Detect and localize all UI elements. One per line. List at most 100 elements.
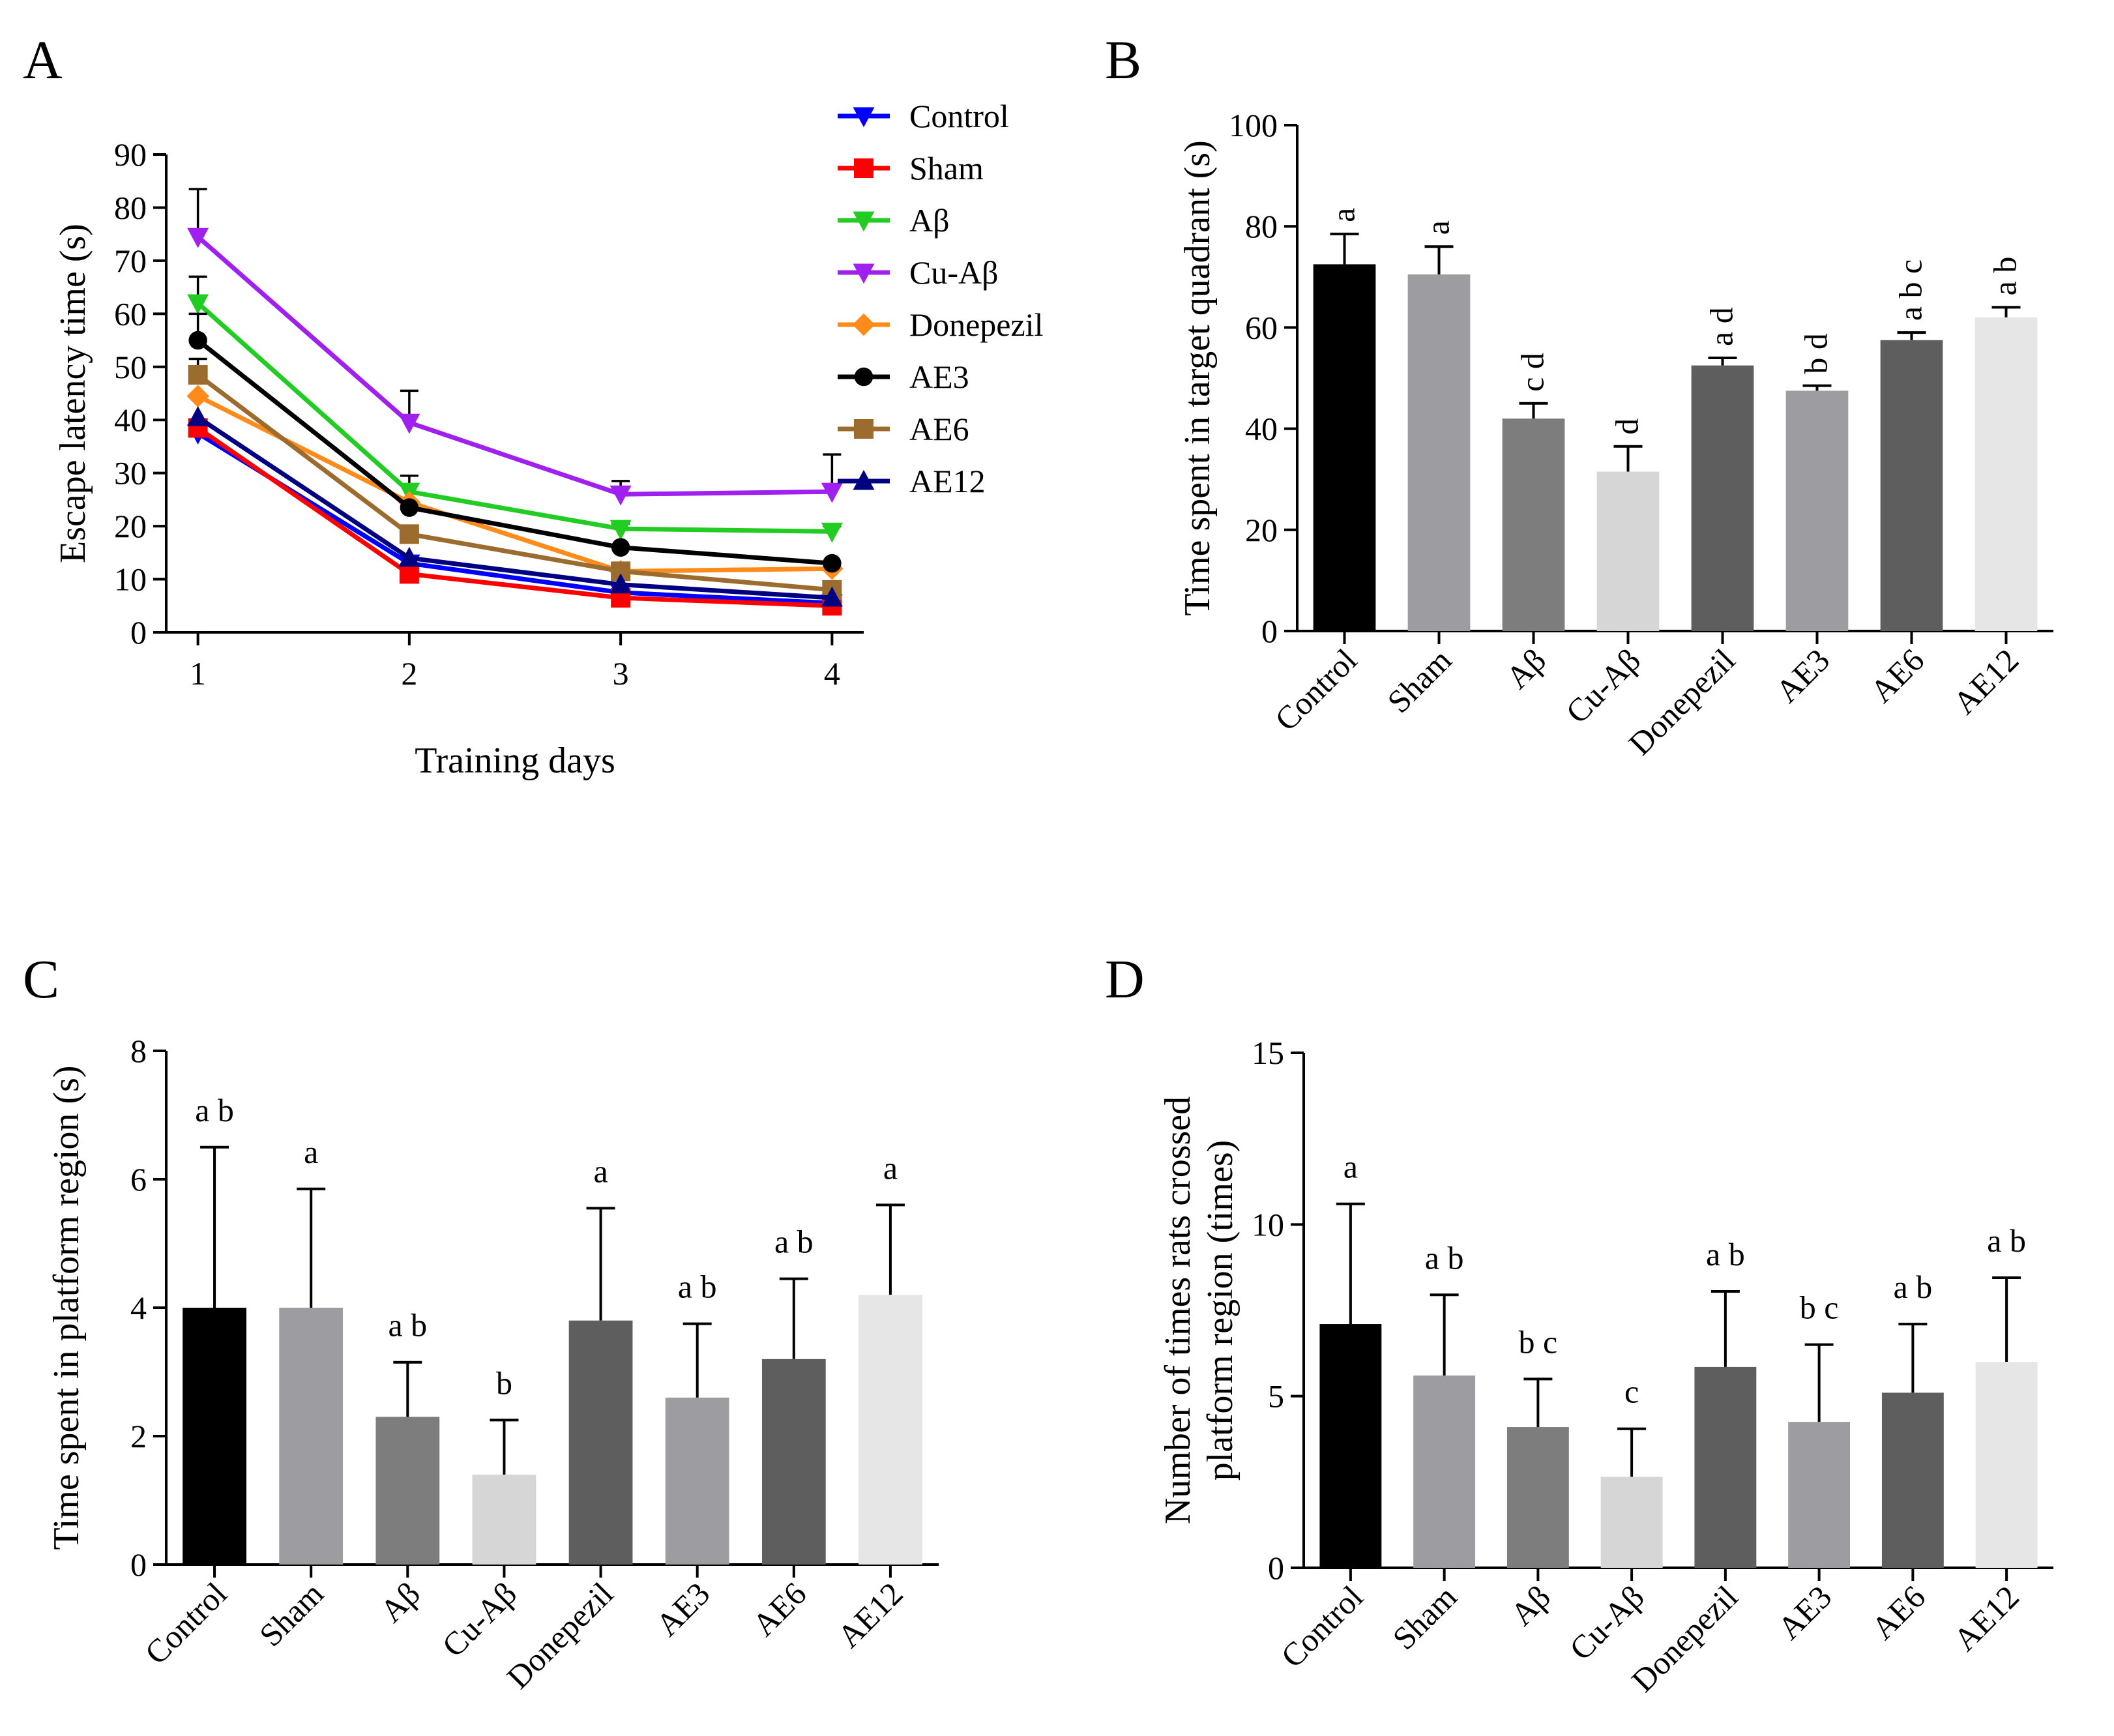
x-tick-label: Control bbox=[1268, 641, 1364, 738]
significance-label: a bbox=[1343, 1149, 1358, 1185]
x-tick-label: 3 bbox=[613, 655, 629, 692]
series-Cu-Aβ bbox=[187, 188, 843, 506]
x-tick-label: Cu-Aβ bbox=[1559, 641, 1647, 730]
significance-label: a bbox=[1325, 208, 1362, 222]
bar-group: Cu-Aβ d bbox=[1559, 419, 1660, 730]
data-point bbox=[609, 485, 632, 506]
y-tick-label: 20 bbox=[114, 508, 147, 544]
y-tick-label: 8 bbox=[130, 1033, 147, 1069]
x-tick-label: Donepezil bbox=[499, 1575, 620, 1696]
series-Sham bbox=[188, 418, 842, 616]
bar bbox=[183, 1308, 246, 1565]
legend-item: Sham bbox=[838, 150, 984, 186]
bar bbox=[1319, 1324, 1382, 1568]
y-tick-label: 4 bbox=[130, 1289, 147, 1326]
bar-group: Sham a bbox=[252, 1134, 344, 1653]
legend-marker bbox=[852, 313, 875, 336]
y-axis-label: Time spent in target quadrant (s) bbox=[1177, 140, 1218, 615]
y-tick-label: 70 bbox=[114, 243, 147, 279]
x-tick-label: Aβ bbox=[1499, 641, 1553, 696]
series-AE3 bbox=[188, 312, 842, 573]
y-tick-label: 40 bbox=[1245, 411, 1278, 447]
legend-item: Control bbox=[838, 98, 1009, 134]
legend-label: AE12 bbox=[909, 463, 986, 499]
x-tick-label: AE3 bbox=[649, 1575, 716, 1643]
y-tick-label: 80 bbox=[1245, 208, 1278, 244]
y-tick-label: 10 bbox=[114, 561, 147, 598]
data-point bbox=[609, 573, 632, 594]
legend-item: Cu-Aβ bbox=[838, 254, 999, 291]
significance-label: a bbox=[1420, 220, 1456, 235]
bar bbox=[1880, 340, 1943, 631]
significance-label: b c bbox=[1800, 1289, 1839, 1326]
bar-group: Aβ c d bbox=[1499, 353, 1565, 696]
legend-marker bbox=[854, 367, 873, 387]
series-line bbox=[197, 394, 832, 574]
significance-label: a b bbox=[1987, 257, 2023, 296]
significance-label: a b bbox=[1987, 1222, 2026, 1259]
x-tick-label: Sham bbox=[1380, 641, 1458, 720]
data-point bbox=[821, 482, 843, 503]
bar-group: AE3 b c bbox=[1770, 1289, 1851, 1647]
data-point bbox=[187, 228, 209, 248]
y-axis-label: Time spent in platform region (s) bbox=[46, 1066, 87, 1550]
panel-a: A 0 10 20 30 40 50 60 70 80 90 1 2 3 4 Training days Esc… bbox=[23, 30, 1043, 781]
bar-group: Control a bbox=[1268, 208, 1376, 738]
bar bbox=[1694, 1366, 1757, 1568]
significance-label: b d bbox=[1798, 333, 1834, 374]
data-point bbox=[188, 364, 208, 385]
bar bbox=[1506, 1427, 1569, 1568]
significance-label: c bbox=[1624, 1374, 1639, 1410]
legend-marker bbox=[853, 211, 875, 232]
x-tick-label: Aβ bbox=[373, 1575, 427, 1629]
bar bbox=[1691, 365, 1754, 631]
legend-label: Aβ bbox=[909, 202, 950, 239]
y-axis-label-line: Number of times rats crossed bbox=[1158, 1096, 1198, 1524]
bar bbox=[1975, 1362, 2038, 1568]
y-axis-label-line: platform region (times) bbox=[1200, 1140, 1241, 1481]
legend-marker bbox=[854, 158, 873, 178]
bar-group: Donepezil a bbox=[499, 1153, 633, 1696]
x-tick-label: AE12 bbox=[1946, 641, 2025, 721]
legend-marker bbox=[853, 469, 875, 490]
significance-label: a b bbox=[195, 1092, 234, 1128]
panel-letter: B bbox=[1105, 30, 1141, 91]
y-tick-label: 0 bbox=[130, 1546, 147, 1583]
data-point bbox=[823, 553, 842, 573]
bar-group: AE6 a b bbox=[745, 1224, 826, 1643]
panel-letter: C bbox=[23, 949, 59, 1010]
x-tick-label: AE6 bbox=[1863, 641, 1931, 709]
series-line bbox=[196, 235, 832, 497]
data-point bbox=[400, 498, 419, 517]
legend-marker bbox=[854, 419, 873, 439]
bar-group: AE12 a bbox=[830, 1149, 922, 1655]
bar-group: Sham a bbox=[1380, 220, 1471, 720]
legend-label: AE6 bbox=[909, 411, 969, 447]
x-axis-label: Training days bbox=[415, 741, 615, 781]
legend-item: AE3 bbox=[838, 359, 969, 395]
legend-item: AE6 bbox=[838, 411, 969, 447]
bar bbox=[375, 1417, 440, 1565]
legend-item: AE12 bbox=[838, 463, 986, 499]
x-tick-label: Control bbox=[1274, 1578, 1370, 1675]
x-tick-label: 4 bbox=[824, 655, 840, 692]
y-tick-label: 15 bbox=[1252, 1035, 1284, 1071]
bar bbox=[1407, 274, 1471, 631]
bar bbox=[1788, 1422, 1851, 1568]
bar-group: AE12 a b bbox=[1946, 257, 2038, 721]
y-tick-label: 2 bbox=[130, 1418, 147, 1454]
axes: 0 10 20 30 40 50 60 70 80 90 1 2 3 4 bbox=[114, 136, 864, 692]
series-line bbox=[196, 373, 832, 593]
data-point bbox=[821, 586, 843, 607]
significance-label: a b bbox=[1425, 1239, 1464, 1276]
x-tick-label: AE12 bbox=[1946, 1578, 2026, 1658]
data-point bbox=[399, 524, 419, 544]
y-tick-label: 6 bbox=[130, 1161, 147, 1198]
series-line bbox=[196, 415, 832, 600]
bar-group: Sham a b bbox=[1385, 1239, 1476, 1656]
legend-marker bbox=[853, 263, 875, 284]
bars: Control a b Sham a Aβ a b Cu-Aβ b Donepezil a AE3 a… bbox=[138, 1092, 922, 1696]
significance-label: d bbox=[1609, 419, 1645, 435]
